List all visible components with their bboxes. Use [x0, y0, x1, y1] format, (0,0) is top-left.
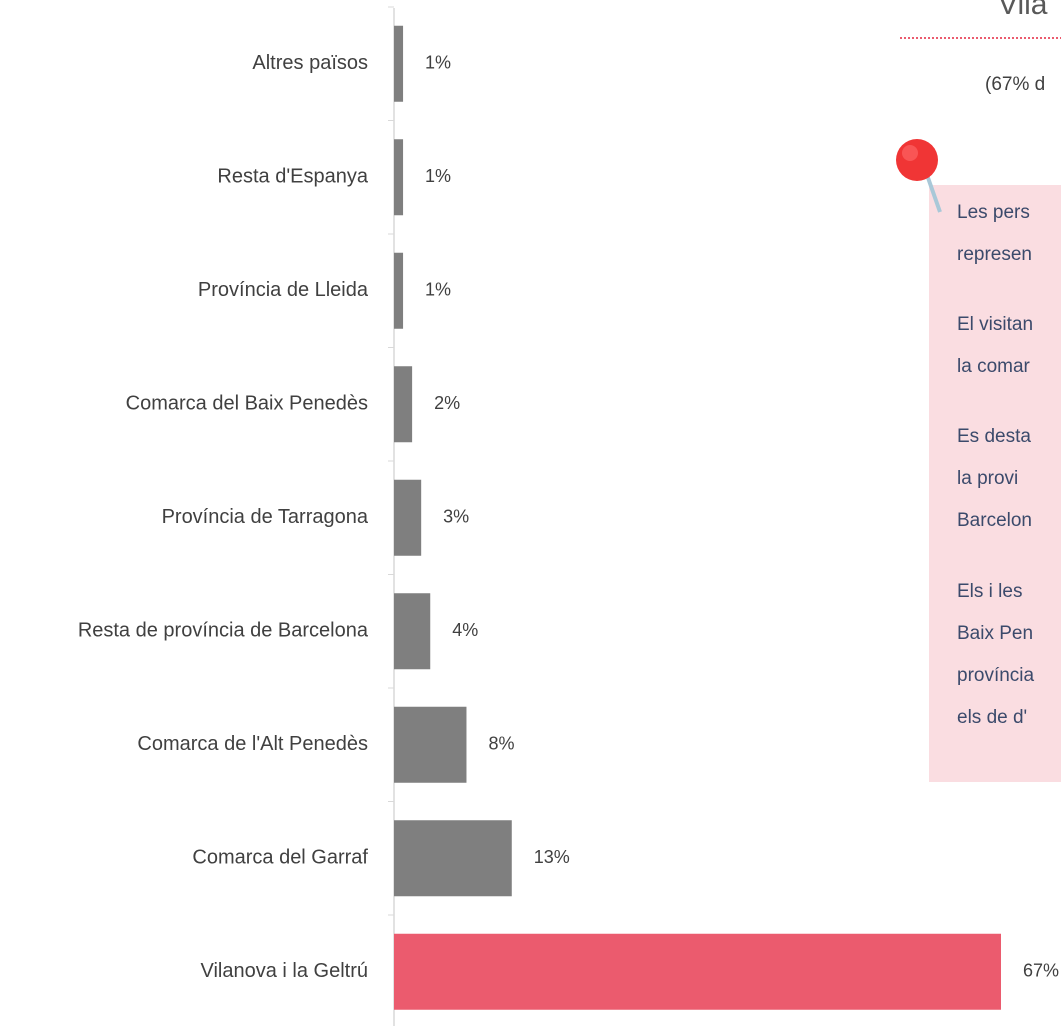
- value-label: 4%: [452, 620, 478, 640]
- value-label: 8%: [488, 734, 514, 754]
- value-label: 13%: [534, 847, 570, 867]
- note-text: represen: [957, 244, 1032, 265]
- chart-subtitle: (67% d: [985, 74, 1045, 95]
- y-tick-label: Comarca del Garraf: [192, 847, 368, 869]
- y-tick-label: Resta de província de Barcelona: [78, 620, 369, 642]
- bar: [394, 706, 467, 783]
- bar: [394, 820, 512, 897]
- note-text: la provi: [957, 468, 1018, 489]
- note-text: Baix Pen: [957, 623, 1033, 644]
- y-tick-label: Vilanova i la Geltrú: [201, 960, 369, 982]
- y-tick-label: Altres països: [252, 52, 368, 74]
- pin-needle: [924, 171, 942, 213]
- y-tick-label: Comarca de l'Alt Penedès: [137, 733, 368, 755]
- value-label: 3%: [443, 507, 469, 527]
- note-text: Les pers: [957, 202, 1030, 223]
- note-text: província: [957, 665, 1035, 686]
- bar: [394, 593, 431, 670]
- y-tick-label: Resta d'Espanya: [217, 166, 368, 188]
- bar: [394, 252, 404, 329]
- note-text: Es desta: [957, 426, 1031, 447]
- y-tick-label: Comarca del Baix Penedès: [126, 393, 368, 415]
- bar: [394, 139, 404, 216]
- note-text: els de d': [957, 707, 1027, 728]
- value-label: 1%: [425, 166, 451, 186]
- bar: [394, 25, 404, 102]
- y-tick-label: Província de Tarragona: [162, 506, 369, 528]
- value-label: 1%: [425, 53, 451, 73]
- y-tick-label: Província de Lleida: [198, 279, 369, 301]
- note-text: El visitan: [957, 314, 1033, 335]
- pin-highlight: [902, 145, 918, 161]
- note-text: la comar: [957, 356, 1031, 377]
- chart-title: Vila: [998, 0, 1048, 21]
- note-box: [929, 185, 1061, 782]
- note-text: Barcelon: [957, 510, 1032, 531]
- pin-head: [896, 139, 938, 181]
- bar: [394, 366, 413, 443]
- value-label: 67%: [1023, 961, 1059, 981]
- note-text: Els i les: [957, 581, 1022, 602]
- bar: [394, 933, 1001, 1010]
- bar: [394, 479, 422, 556]
- value-label: 2%: [434, 393, 460, 413]
- value-label: 1%: [425, 280, 451, 300]
